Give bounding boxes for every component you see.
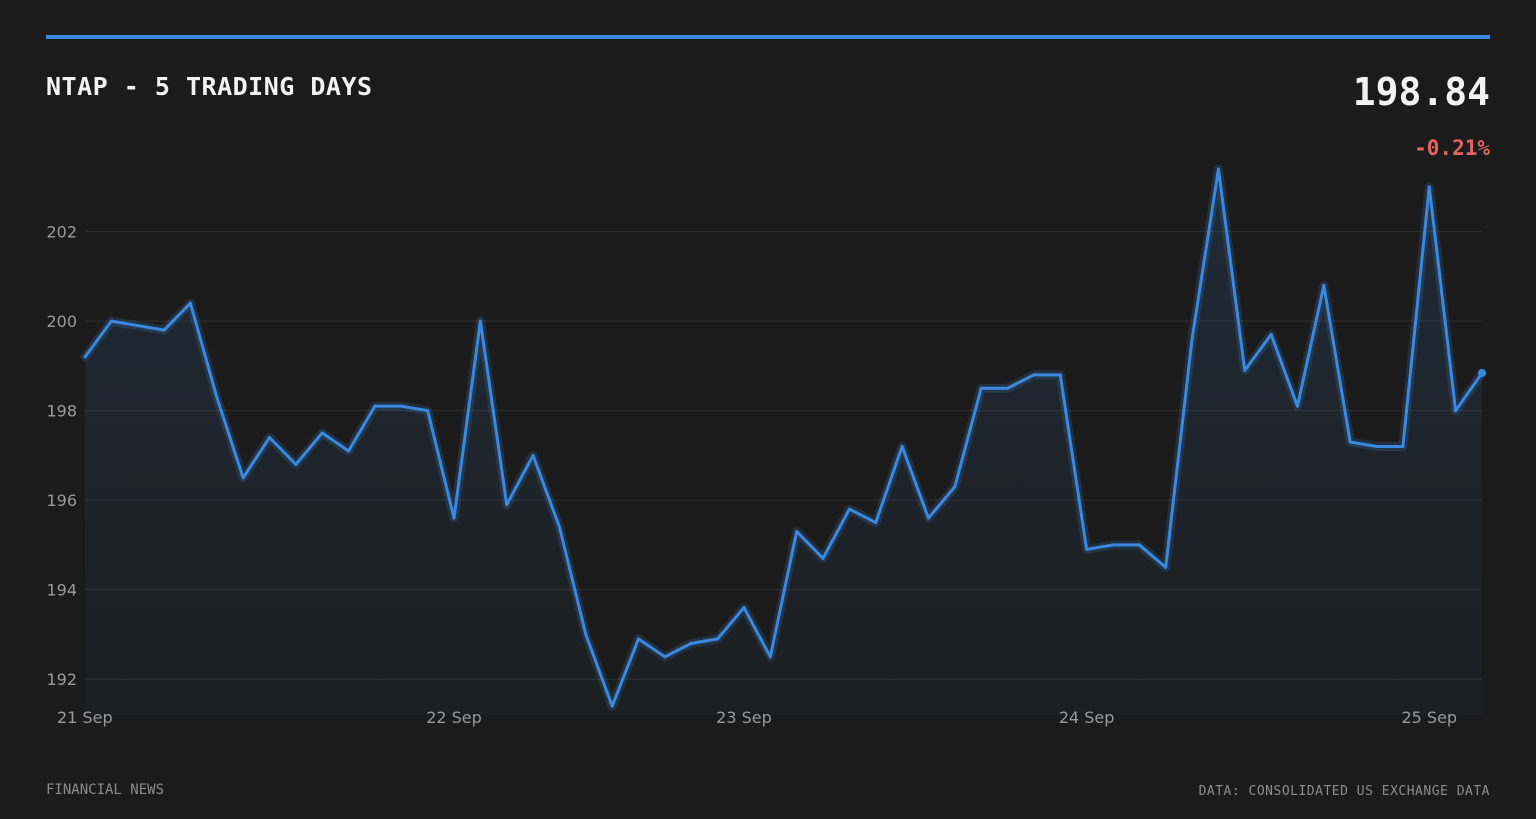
data-point [716,637,720,641]
data-point [768,655,772,659]
data-point [1322,283,1326,287]
data-point [505,503,509,507]
data-point [847,507,851,511]
data-point [426,409,430,413]
data-point [1190,337,1194,341]
accent-rule [46,35,1490,39]
price-area [85,168,1482,715]
data-point [320,431,324,435]
data-point [136,324,140,328]
data-point [1137,543,1141,547]
data-point [742,606,746,610]
data-point [1058,373,1062,377]
data-point [1401,444,1405,448]
y-tick-label: 198 [46,402,77,421]
data-point [399,404,403,408]
data-point [900,444,904,448]
y-tick-label: 196 [46,491,77,510]
data-point [1164,565,1168,569]
data-point [1085,547,1089,551]
data-point [452,516,456,520]
data-credit: DATA: CONSOLIDATED US EXCHANGE DATA [1198,784,1490,799]
data-point [795,529,799,533]
data-point [979,386,983,390]
data-point [1348,440,1352,444]
y-tick-label: 200 [46,312,77,331]
source-label: FINANCIAL NEWS [46,782,165,798]
data-point [1243,368,1247,372]
price-line [83,167,1484,708]
price-change: -0.21% [1414,136,1490,160]
data-point [1295,404,1299,408]
data-point [268,436,272,439]
data-point [689,641,693,645]
data-point [926,516,930,520]
data-point [1006,386,1010,390]
y-tick-label: 202 [46,223,77,242]
data-point [373,404,377,408]
data-point [1427,185,1431,189]
data-point [557,525,561,529]
y-axis-ticks: 192 194 196 198 200 202 [46,223,77,690]
data-point [1375,444,1379,448]
data-point [531,453,535,457]
chart-title: NTAP - 5 TRADING DAYS [46,72,373,101]
data-points [83,167,1484,708]
data-point [1111,543,1115,547]
y-tick-label: 192 [46,670,77,689]
data-point [162,328,166,332]
data-point [1032,373,1036,377]
last-price-marker [1478,369,1486,378]
data-point [109,319,113,323]
data-point [241,476,245,480]
data-point [478,319,482,323]
data-point [584,632,588,636]
data-point [610,704,614,708]
data-point [188,301,192,305]
data-point [294,462,298,466]
data-point [874,521,878,525]
data-point [663,655,667,659]
data-point [1269,333,1273,337]
data-point [953,485,957,489]
data-point [215,395,219,399]
data-point [821,556,825,560]
data-point [83,355,87,359]
data-point [637,637,641,641]
y-tick-label: 194 [46,581,77,600]
data-point [347,449,351,453]
data-point [1216,167,1220,171]
current-price: 198.84 [1352,70,1490,114]
data-point [1454,409,1458,413]
